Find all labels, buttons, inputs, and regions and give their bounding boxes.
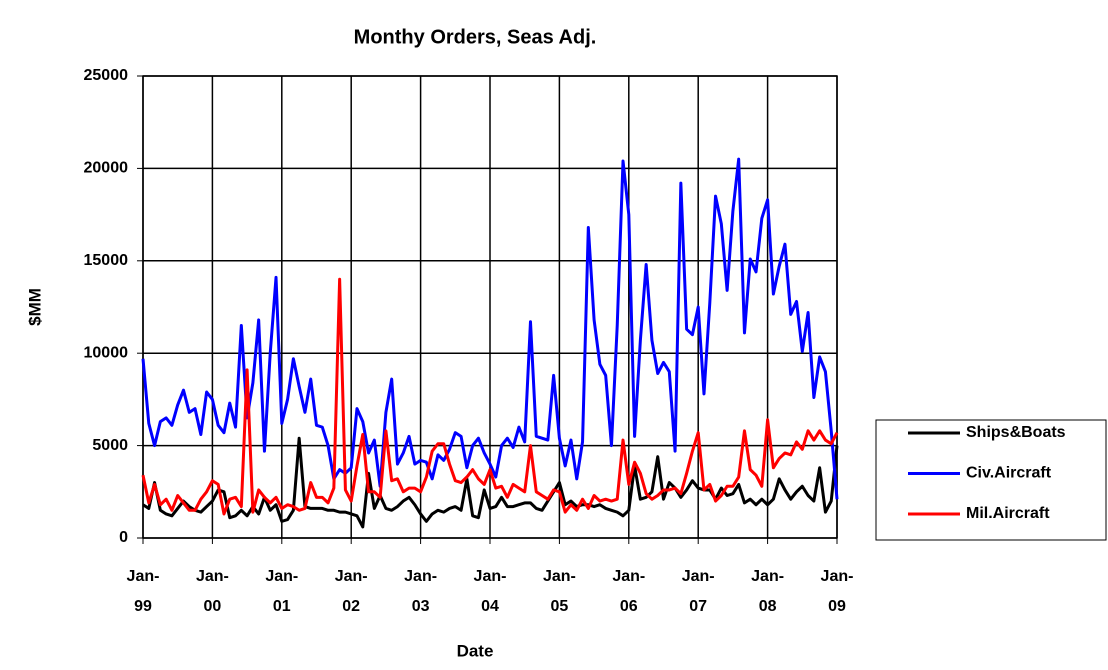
y-tick-label: 5000 <box>92 437 128 454</box>
legend-box <box>875 419 1107 541</box>
x-tick-label: Jan-04 <box>473 568 507 615</box>
series-line <box>141 277 839 516</box>
x-tick-label: Jan-05 <box>542 568 576 615</box>
y-tick-label: 0 <box>119 529 128 546</box>
y-axis-label: $MM <box>25 288 44 326</box>
plot-border <box>142 75 838 539</box>
x-tick-label: Jan-00 <box>195 568 229 615</box>
y-tick-label: 10000 <box>84 344 129 361</box>
x-tick-label: Jan-08 <box>751 568 785 615</box>
legend-label: Civ.Aircraft <box>966 465 1052 482</box>
x-tick-label: Jan-07 <box>681 568 715 615</box>
y-tick-label: 20000 <box>84 160 129 177</box>
legend-label: Ships&Boats <box>966 424 1066 441</box>
chart-title: Monthy Orders, Seas Adj. <box>354 26 597 48</box>
x-tick-label: Jan-01 <box>265 568 299 615</box>
x-tick-label: Jan-02 <box>334 568 368 615</box>
x-tick-label: Jan-09 <box>820 568 854 615</box>
x-tick-label: Jan-06 <box>612 568 646 615</box>
y-tick-label: 25000 <box>84 67 129 84</box>
x-tick-label: Jan-99 <box>126 568 160 615</box>
y-tick-label: 15000 <box>84 252 129 269</box>
legend-label: Mil.Aircraft <box>966 505 1050 522</box>
series-line <box>141 157 839 500</box>
x-tick-label: Jan-03 <box>404 568 438 615</box>
series-line <box>142 436 839 529</box>
x-axis-label: Date <box>457 641 494 660</box>
